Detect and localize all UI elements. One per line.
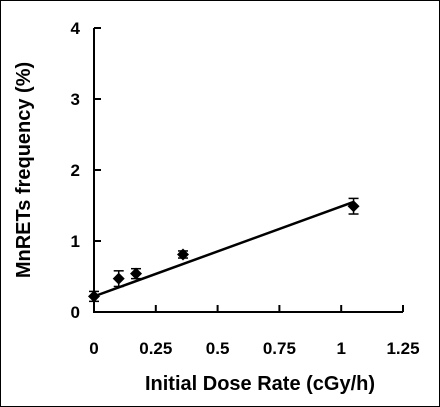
fit-line: [93, 200, 354, 298]
data-point-diamond: [112, 272, 125, 285]
data-point-diamond: [176, 248, 189, 261]
y-axis-title: MnRETs frequency (%): [13, 62, 35, 278]
x-tick-label: 1.25: [386, 339, 419, 358]
plot-area: 0 1 2 3 4 0 0.25 0.5 0.75 1 1.25: [71, 19, 420, 358]
y-tick-label: 3: [71, 90, 80, 109]
x-tick-label: 0.25: [139, 339, 172, 358]
x-tick-label: 1: [336, 339, 345, 358]
y-tick-label: 2: [71, 161, 80, 180]
data-point-diamond: [130, 267, 143, 280]
data-point-diamond: [347, 200, 360, 213]
x-axis-title: Initial Dose Rate (cGy/h): [145, 373, 375, 395]
y-tick-label: 4: [71, 19, 81, 38]
data-point-diamond: [88, 290, 100, 303]
y-tick-label: 1: [71, 232, 80, 251]
y-tick-label: 0: [71, 303, 80, 322]
x-tick-label: 0.5: [206, 339, 230, 358]
x-tick-label: 0: [89, 339, 98, 358]
x-tick-label: 0.75: [263, 339, 296, 358]
